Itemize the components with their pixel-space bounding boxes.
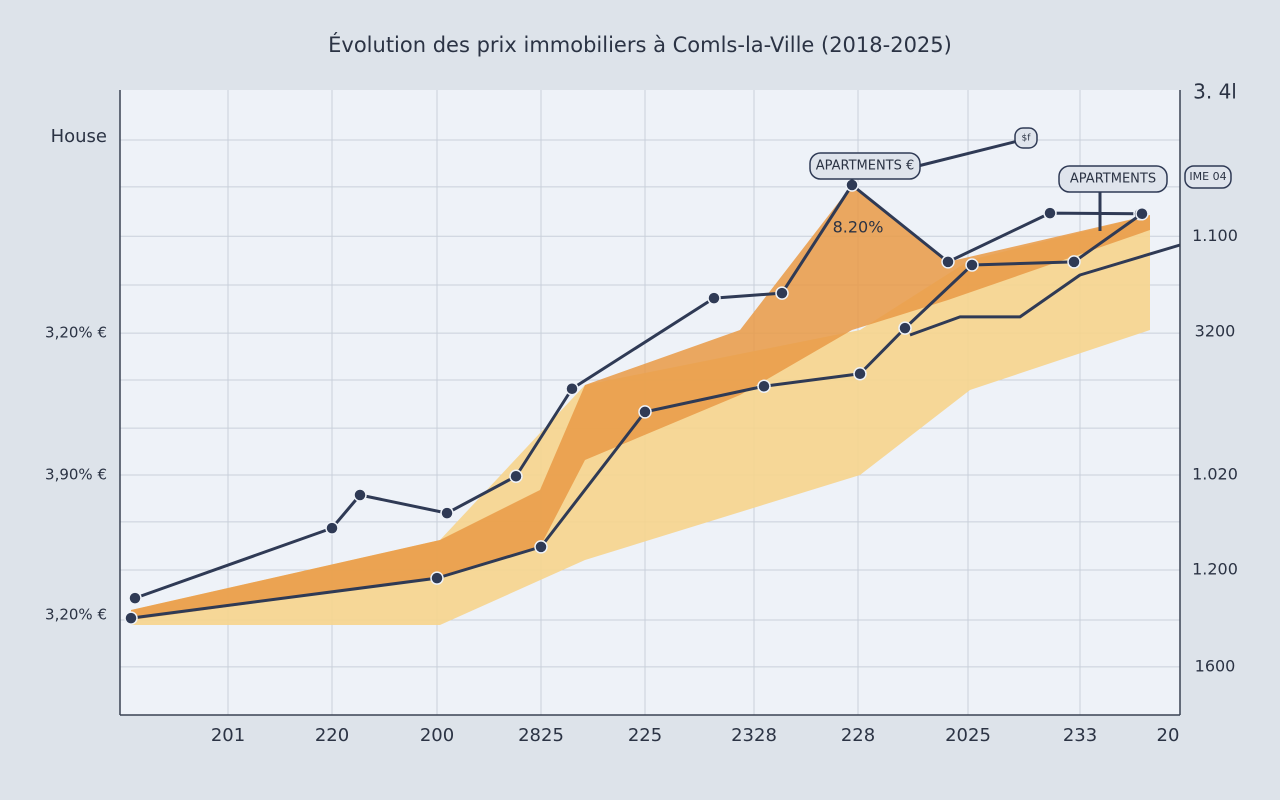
annotation: APARTMENTS	[1070, 172, 1156, 187]
y2-tick-label: 3. 4l	[1193, 80, 1237, 104]
x-tick-label: 228	[841, 725, 875, 746]
annotation: APARTMENTS €	[816, 159, 915, 174]
x-tick-label: 225	[628, 725, 662, 746]
marker	[565, 382, 579, 396]
annotation: 8.20%	[833, 218, 884, 237]
marker	[775, 286, 789, 300]
marker	[757, 379, 771, 393]
marker	[440, 506, 454, 520]
x-tick-label: 201	[211, 725, 245, 746]
callout-box	[1058, 165, 1168, 193]
marker	[124, 611, 138, 625]
x-tick-label: 200	[420, 725, 454, 746]
y2-tick-label: 1.200	[1192, 560, 1238, 579]
marker	[534, 540, 548, 554]
line	[130, 212, 1143, 620]
marker	[128, 591, 142, 605]
callout-box	[1184, 165, 1232, 189]
marker	[1043, 206, 1057, 220]
marker	[638, 405, 652, 419]
x-tick-label: 233	[1063, 725, 1097, 746]
marker	[1135, 207, 1149, 221]
y-tick-label: 3,90% €	[45, 466, 107, 484]
marker	[707, 291, 721, 305]
callout-connector	[917, 138, 1023, 168]
x-tick-label: 2328	[731, 725, 777, 746]
y2-tick-label: 1.020	[1192, 465, 1238, 484]
x-tick-label: 20	[1157, 725, 1180, 746]
area-band	[131, 185, 1150, 620]
marker	[965, 258, 979, 272]
annotation: IME 04	[1189, 170, 1226, 183]
line	[134, 183, 1141, 600]
callout-box	[1014, 127, 1038, 149]
y2-tick-label: 3200	[1195, 321, 1236, 340]
y2-tick-label: 1.100	[1192, 226, 1238, 245]
chart-title: Évolution des prix immobiliers à Comls-l…	[328, 32, 952, 57]
marker	[941, 255, 955, 269]
line	[909, 243, 1181, 337]
marker	[1067, 255, 1081, 269]
y2-tick-label: 1600	[1195, 656, 1236, 675]
y-tick-label: 3,20% €	[45, 324, 107, 342]
x-tick-label: 220	[315, 725, 349, 746]
callout-box	[809, 152, 921, 180]
marker	[325, 521, 339, 535]
marker	[430, 571, 444, 585]
x-tick-label: 2825	[518, 725, 564, 746]
annotation: $f	[1022, 134, 1032, 144]
marker	[509, 469, 523, 483]
y-tick-label: House	[51, 126, 107, 147]
x-tick-label: 2025	[945, 725, 991, 746]
y-tick-label: 3,20% €	[45, 606, 107, 624]
marker	[898, 321, 912, 335]
marker	[853, 367, 867, 381]
marker	[353, 488, 367, 502]
